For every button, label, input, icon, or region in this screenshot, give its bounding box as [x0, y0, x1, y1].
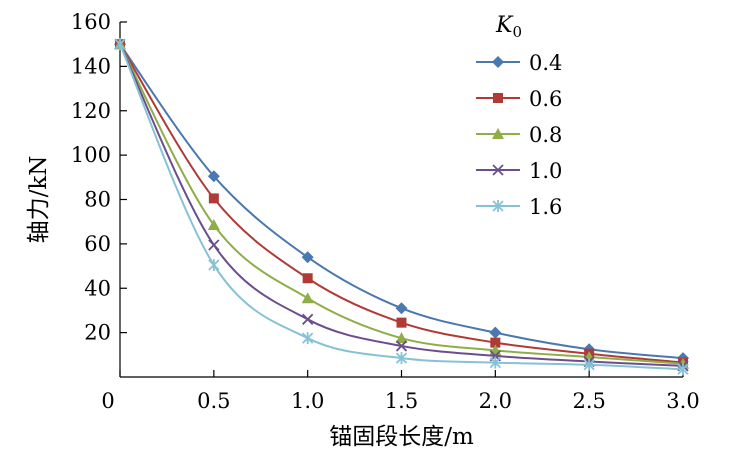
- data-point-marker: [301, 292, 314, 304]
- legend-title-subscript: 0: [512, 23, 522, 41]
- x-tick-label: 0: [101, 389, 114, 413]
- data-point-marker: [301, 251, 314, 264]
- data-point-marker: [208, 258, 220, 271]
- data-point-marker: [207, 219, 220, 231]
- data-point-marker: [396, 317, 407, 328]
- series-0.6: [115, 39, 688, 368]
- legend-title: K0: [495, 13, 522, 41]
- x-tick-label: 2.0: [479, 389, 512, 413]
- legend-label: 0.8: [529, 123, 562, 147]
- y-tick-label: 80: [84, 188, 111, 212]
- x-tick-label: 1.0: [291, 389, 324, 413]
- ticks: 20 40 60 80 100 120 140 160 0 0.5 1.0 1.5 2.0 2.5 3.0: [71, 10, 700, 413]
- y-tick-label: 100: [71, 143, 111, 167]
- x-tick-label: 2.5: [572, 389, 605, 413]
- y-tick-label: 60: [84, 232, 111, 256]
- legend-swatch-marker: [493, 93, 503, 103]
- legend-swatch-marker: [492, 128, 504, 139]
- x-tick-label: 1.5: [385, 389, 418, 413]
- data-point-marker: [207, 170, 220, 183]
- data-point-marker: [302, 313, 314, 325]
- legend-title-main: K: [495, 13, 514, 38]
- series-line: [119, 43, 684, 364]
- legend-swatch-marker: [492, 200, 504, 212]
- legend-item: 0.4: [476, 51, 562, 75]
- y-tick-label: 20: [84, 321, 111, 345]
- data-point-marker: [302, 273, 313, 284]
- data-point-marker: [208, 239, 220, 251]
- data-point-marker: [208, 193, 219, 204]
- legend-label: 1.0: [529, 159, 562, 183]
- data-point-marker: [677, 363, 689, 376]
- data-point-marker: [490, 337, 501, 348]
- legend-swatch-marker: [492, 164, 504, 176]
- y-tick-label: 120: [71, 99, 111, 123]
- series-0.4: [114, 38, 689, 365]
- legend-item: 0.6: [476, 87, 562, 111]
- data-point-marker: [395, 340, 408, 352]
- legend-item: 1.6: [476, 195, 562, 219]
- data-point-marker: [395, 352, 408, 365]
- y-tick-label: 140: [71, 54, 111, 78]
- y-tick-label: 40: [84, 276, 111, 300]
- legend-swatch-marker: [492, 56, 504, 68]
- legend: K0 0.4 0.6 0.8 1.0 1.6: [476, 13, 562, 219]
- series-line: [119, 43, 684, 371]
- series-line: [119, 43, 684, 365]
- series-line: [119, 43, 684, 367]
- data-point-marker: [489, 356, 501, 369]
- legend-label: 1.6: [529, 195, 562, 219]
- series-layer: [114, 38, 689, 376]
- x-tick-label: 0.5: [197, 389, 230, 413]
- y-axis-title: 轴力/kN: [26, 156, 52, 244]
- data-point-marker: [489, 326, 502, 339]
- y-tick-label: 160: [71, 10, 111, 34]
- legend-label: 0.4: [529, 51, 562, 75]
- x-axis-title: 锚固段长度/m: [329, 424, 474, 450]
- legend-item: 1.0: [476, 159, 562, 183]
- series-1.6: [114, 38, 689, 376]
- data-point-marker: [302, 332, 314, 345]
- data-point-marker: [395, 302, 408, 315]
- legend-label: 0.6: [529, 87, 562, 111]
- data-point-marker: [395, 332, 408, 344]
- x-tick-label: 3.0: [666, 389, 699, 413]
- legend-item: 0.8: [476, 123, 562, 147]
- data-point-marker: [583, 358, 595, 371]
- data-point-marker: [114, 38, 126, 51]
